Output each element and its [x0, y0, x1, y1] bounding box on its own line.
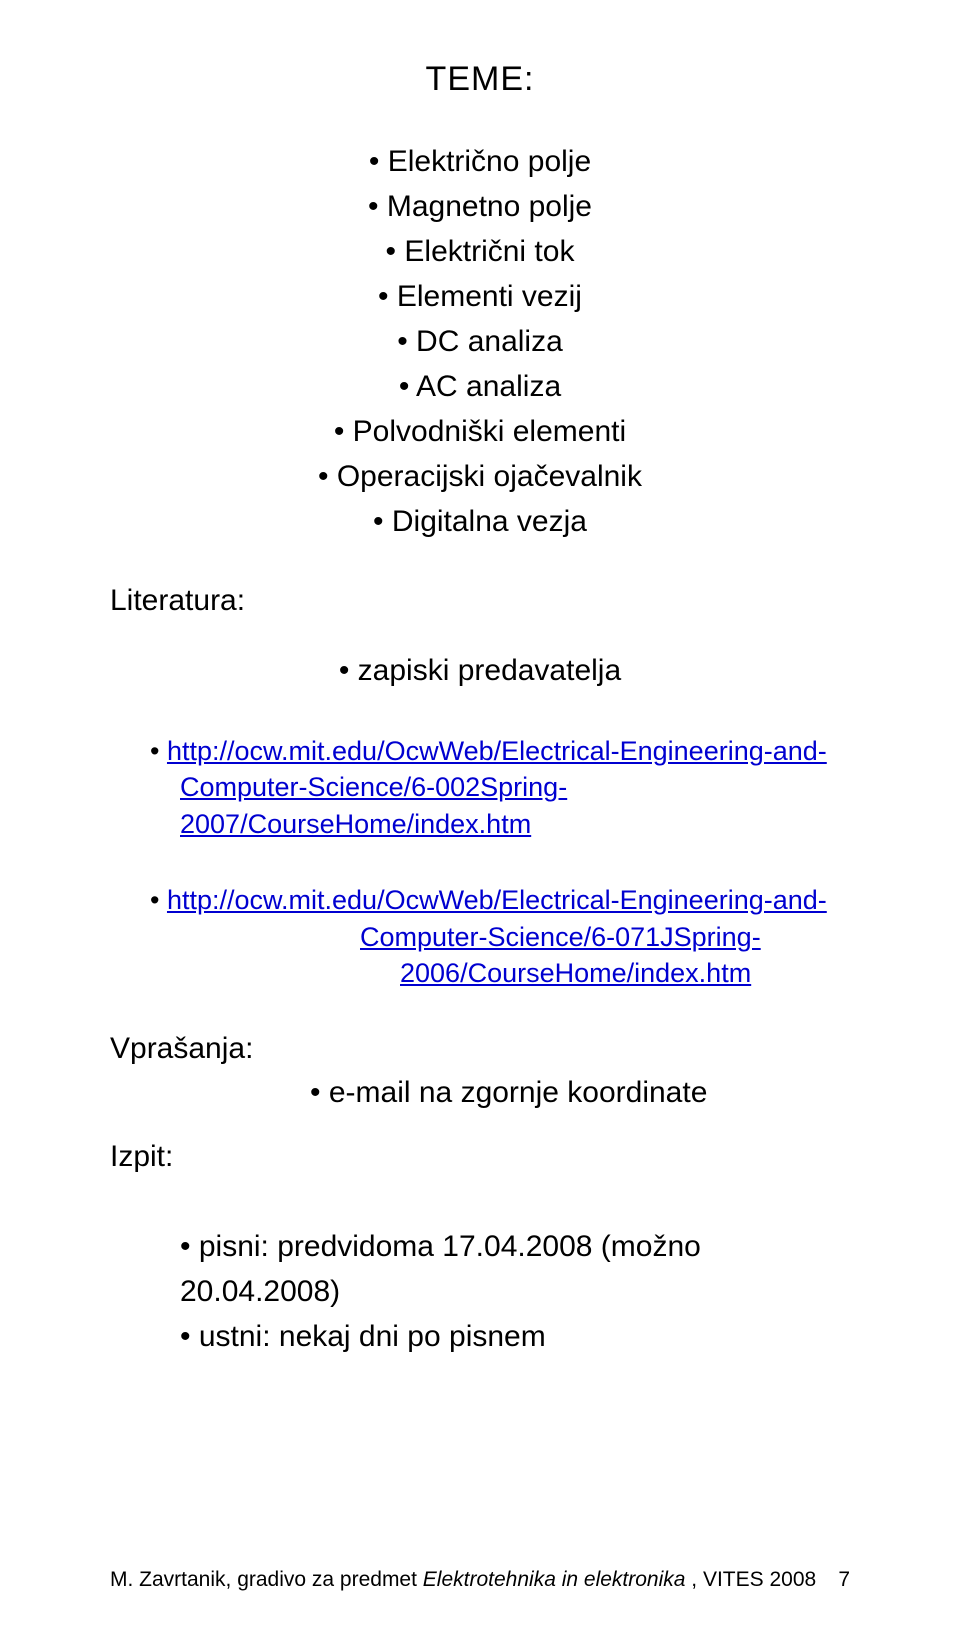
questions-answer: e-mail na zgornje koordinate	[110, 1076, 850, 1110]
footer-page-number: 7	[838, 1568, 850, 1592]
list-item: Električno polje	[110, 139, 850, 184]
ocw-link-2b[interactable]: Computer-Science/6-071JSpring-	[360, 922, 761, 952]
exam-label: Izpit:	[110, 1140, 850, 1174]
list-item: Električni tok	[110, 229, 850, 274]
footer-course: Elektrotehnika in elektronika	[423, 1568, 691, 1591]
list-item: ustni: nekaj dni po pisnem	[180, 1314, 850, 1359]
list-item: AC analiza	[110, 364, 850, 409]
page: TEME: Električno polje Magnetno polje El…	[0, 0, 960, 1647]
link-block-1: http://ocw.mit.edu/OcwWeb/Electrical-Eng…	[110, 733, 850, 842]
link-line: Computer-Science/6-071JSpring-	[110, 919, 850, 955]
link-line: http://ocw.mit.edu/OcwWeb/Electrical-Eng…	[110, 882, 850, 918]
list-item: Elementi vezij	[110, 274, 850, 319]
page-title: TEME:	[110, 60, 850, 99]
footer-author: M. Zavrtanik, gradivo za predmet	[110, 1568, 423, 1591]
list-item: Magnetno polje	[110, 184, 850, 229]
list-item: Operacijski ojačevalnik	[110, 454, 850, 499]
literature-note: zapiski predavatelja	[110, 648, 850, 693]
page-footer: M. Zavrtanik, gradivo za predmet Elektro…	[110, 1568, 850, 1592]
list-item: Digitalna vezja	[110, 499, 850, 544]
bullet-icon	[150, 885, 167, 915]
ocw-link-1b[interactable]: Computer-Science/6-002Spring-2007/Course…	[180, 772, 567, 838]
literature-label: Literatura:	[110, 584, 850, 618]
questions-row: Vprašanja: e-mail na zgornje koordinate	[110, 1032, 850, 1110]
link-line: 2006/CourseHome/index.htm	[110, 955, 850, 991]
link-line: Computer-Science/6-002Spring-2007/Course…	[110, 769, 850, 842]
link-block-2: http://ocw.mit.edu/OcwWeb/Electrical-Eng…	[110, 882, 850, 991]
list-item: DC analiza	[110, 319, 850, 364]
list-item: pisni: predvidoma 17.04.2008 (možno 20.0…	[180, 1224, 850, 1314]
footer-left: M. Zavrtanik, gradivo za predmet Elektro…	[110, 1568, 816, 1592]
bullet-icon	[150, 736, 167, 766]
ocw-link-2a[interactable]: http://ocw.mit.edu/OcwWeb/Electrical-Eng…	[167, 885, 827, 915]
exam-row: Izpit:	[110, 1140, 850, 1174]
link-line: http://ocw.mit.edu/OcwWeb/Electrical-Eng…	[110, 733, 850, 769]
topics-list: Električno polje Magnetno polje Električ…	[110, 139, 850, 544]
ocw-link-2c[interactable]: 2006/CourseHome/index.htm	[400, 958, 751, 988]
list-item: Polvodniški elementi	[110, 409, 850, 454]
ocw-link-1a[interactable]: http://ocw.mit.edu/OcwWeb/Electrical-Eng…	[167, 736, 827, 766]
questions-label: Vprašanja:	[110, 1032, 850, 1066]
exam-list: pisni: predvidoma 17.04.2008 (možno 20.0…	[110, 1224, 850, 1359]
literature-note-wrap: zapiski predavatelja	[110, 648, 850, 693]
footer-meta: , VITES 2008	[691, 1568, 816, 1591]
